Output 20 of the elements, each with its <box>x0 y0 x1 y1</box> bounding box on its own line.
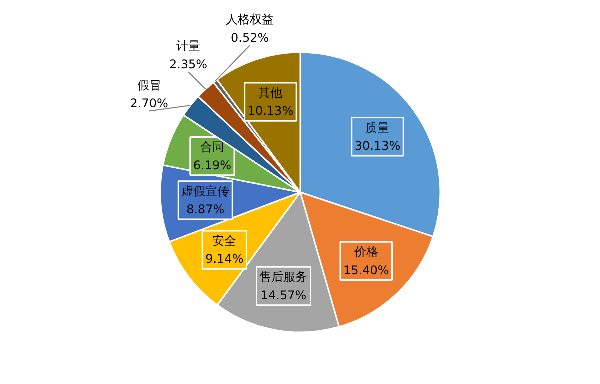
data-label: 2.70% <box>130 96 168 111</box>
data-label: 30.13% <box>354 138 401 153</box>
slice-label: 安全 <box>212 234 237 248</box>
slice-label: 虚假宣传 <box>182 184 230 198</box>
slice-label: 其他 <box>258 86 283 100</box>
data-label: 0.52% <box>231 30 270 45</box>
slice-label: 质量 <box>366 120 390 135</box>
data-label: 6.19% <box>193 158 232 172</box>
data-label: 15.40% <box>344 263 390 278</box>
data-label: 8.87% <box>186 202 225 217</box>
data-label: 10.13% <box>248 104 294 118</box>
data-label: 9.14% <box>206 252 244 266</box>
slice-label: 计量 <box>176 39 200 54</box>
slice-label: 合同 <box>200 140 224 154</box>
slice-label: 人格权益 <box>226 12 274 27</box>
slice-label: 假冒 <box>137 78 162 92</box>
slice-label: 价格 <box>353 245 378 260</box>
slice-label: 售后服务 <box>260 270 308 284</box>
data-label: 2.35% <box>169 57 208 72</box>
data-label: 14.57% <box>260 288 307 302</box>
